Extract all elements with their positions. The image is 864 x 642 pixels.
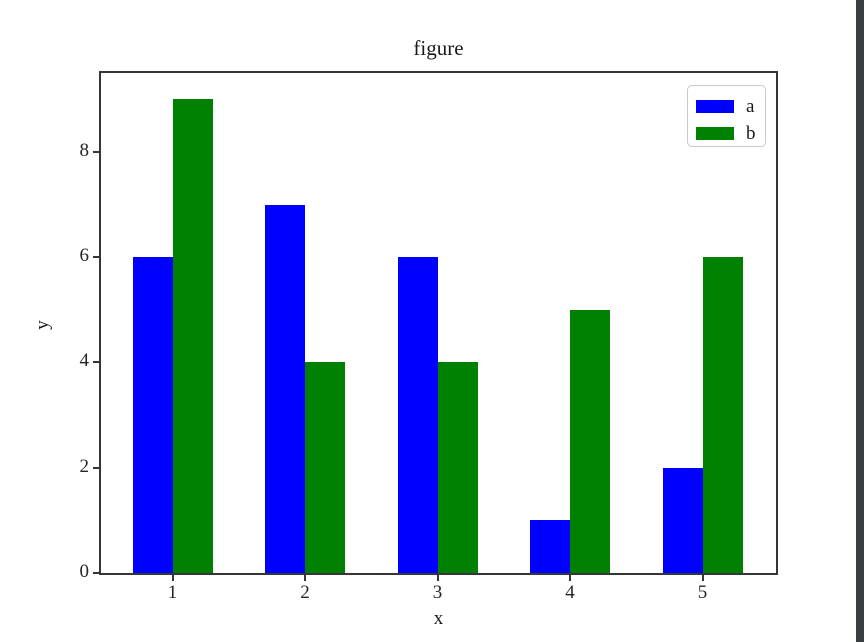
legend-swatch-b	[696, 127, 734, 140]
chart-title: figure	[413, 36, 464, 60]
x-axis-label: x	[433, 608, 444, 629]
legend-label-a: a	[746, 96, 755, 117]
bar-a-4	[530, 520, 570, 573]
x-tick-label-3: 3	[432, 582, 443, 603]
bar-a-1	[132, 257, 173, 573]
x-tick-4	[569, 575, 571, 581]
y-tick-6	[93, 256, 99, 259]
x-tick-2	[304, 575, 306, 581]
y-tick-0	[93, 572, 99, 574]
y-tick-label-0: 0	[79, 561, 90, 582]
x-tick-1	[171, 575, 174, 581]
bar-b-1	[172, 99, 213, 573]
legend-swatch-a	[696, 100, 734, 113]
y-tick-2	[93, 466, 99, 469]
legend-row-b: b	[688, 120, 765, 147]
x-tick-3	[436, 575, 439, 581]
legend-label-b: b	[746, 123, 756, 144]
y-tick-label-2: 2	[79, 455, 90, 477]
bar-b-4	[570, 310, 610, 573]
x-tick-label-2: 2	[300, 582, 310, 603]
x-tick-label-4: 4	[565, 582, 575, 603]
bar-a-3	[397, 257, 438, 573]
y-tick-8	[93, 150, 99, 153]
x-tick-label-1: 1	[167, 582, 178, 603]
x-tick-5	[701, 575, 704, 581]
y-axis-label: y	[31, 320, 53, 330]
bar-b-5	[702, 257, 743, 573]
y-tick-label-6: 6	[79, 245, 90, 267]
plot-area	[99, 71, 778, 575]
y-tick-label-4: 4	[79, 350, 90, 372]
x-tick-label-5: 5	[697, 582, 708, 603]
y-tick-4	[93, 361, 99, 364]
bar-b-3	[437, 362, 478, 573]
y-tick-label-8: 8	[79, 139, 90, 161]
window-edge-bar	[856, 0, 864, 642]
bar-a-2	[265, 205, 305, 573]
bar-a-5	[662, 468, 703, 573]
legend-row-a: a	[688, 93, 765, 120]
bar-b-2	[305, 362, 345, 573]
